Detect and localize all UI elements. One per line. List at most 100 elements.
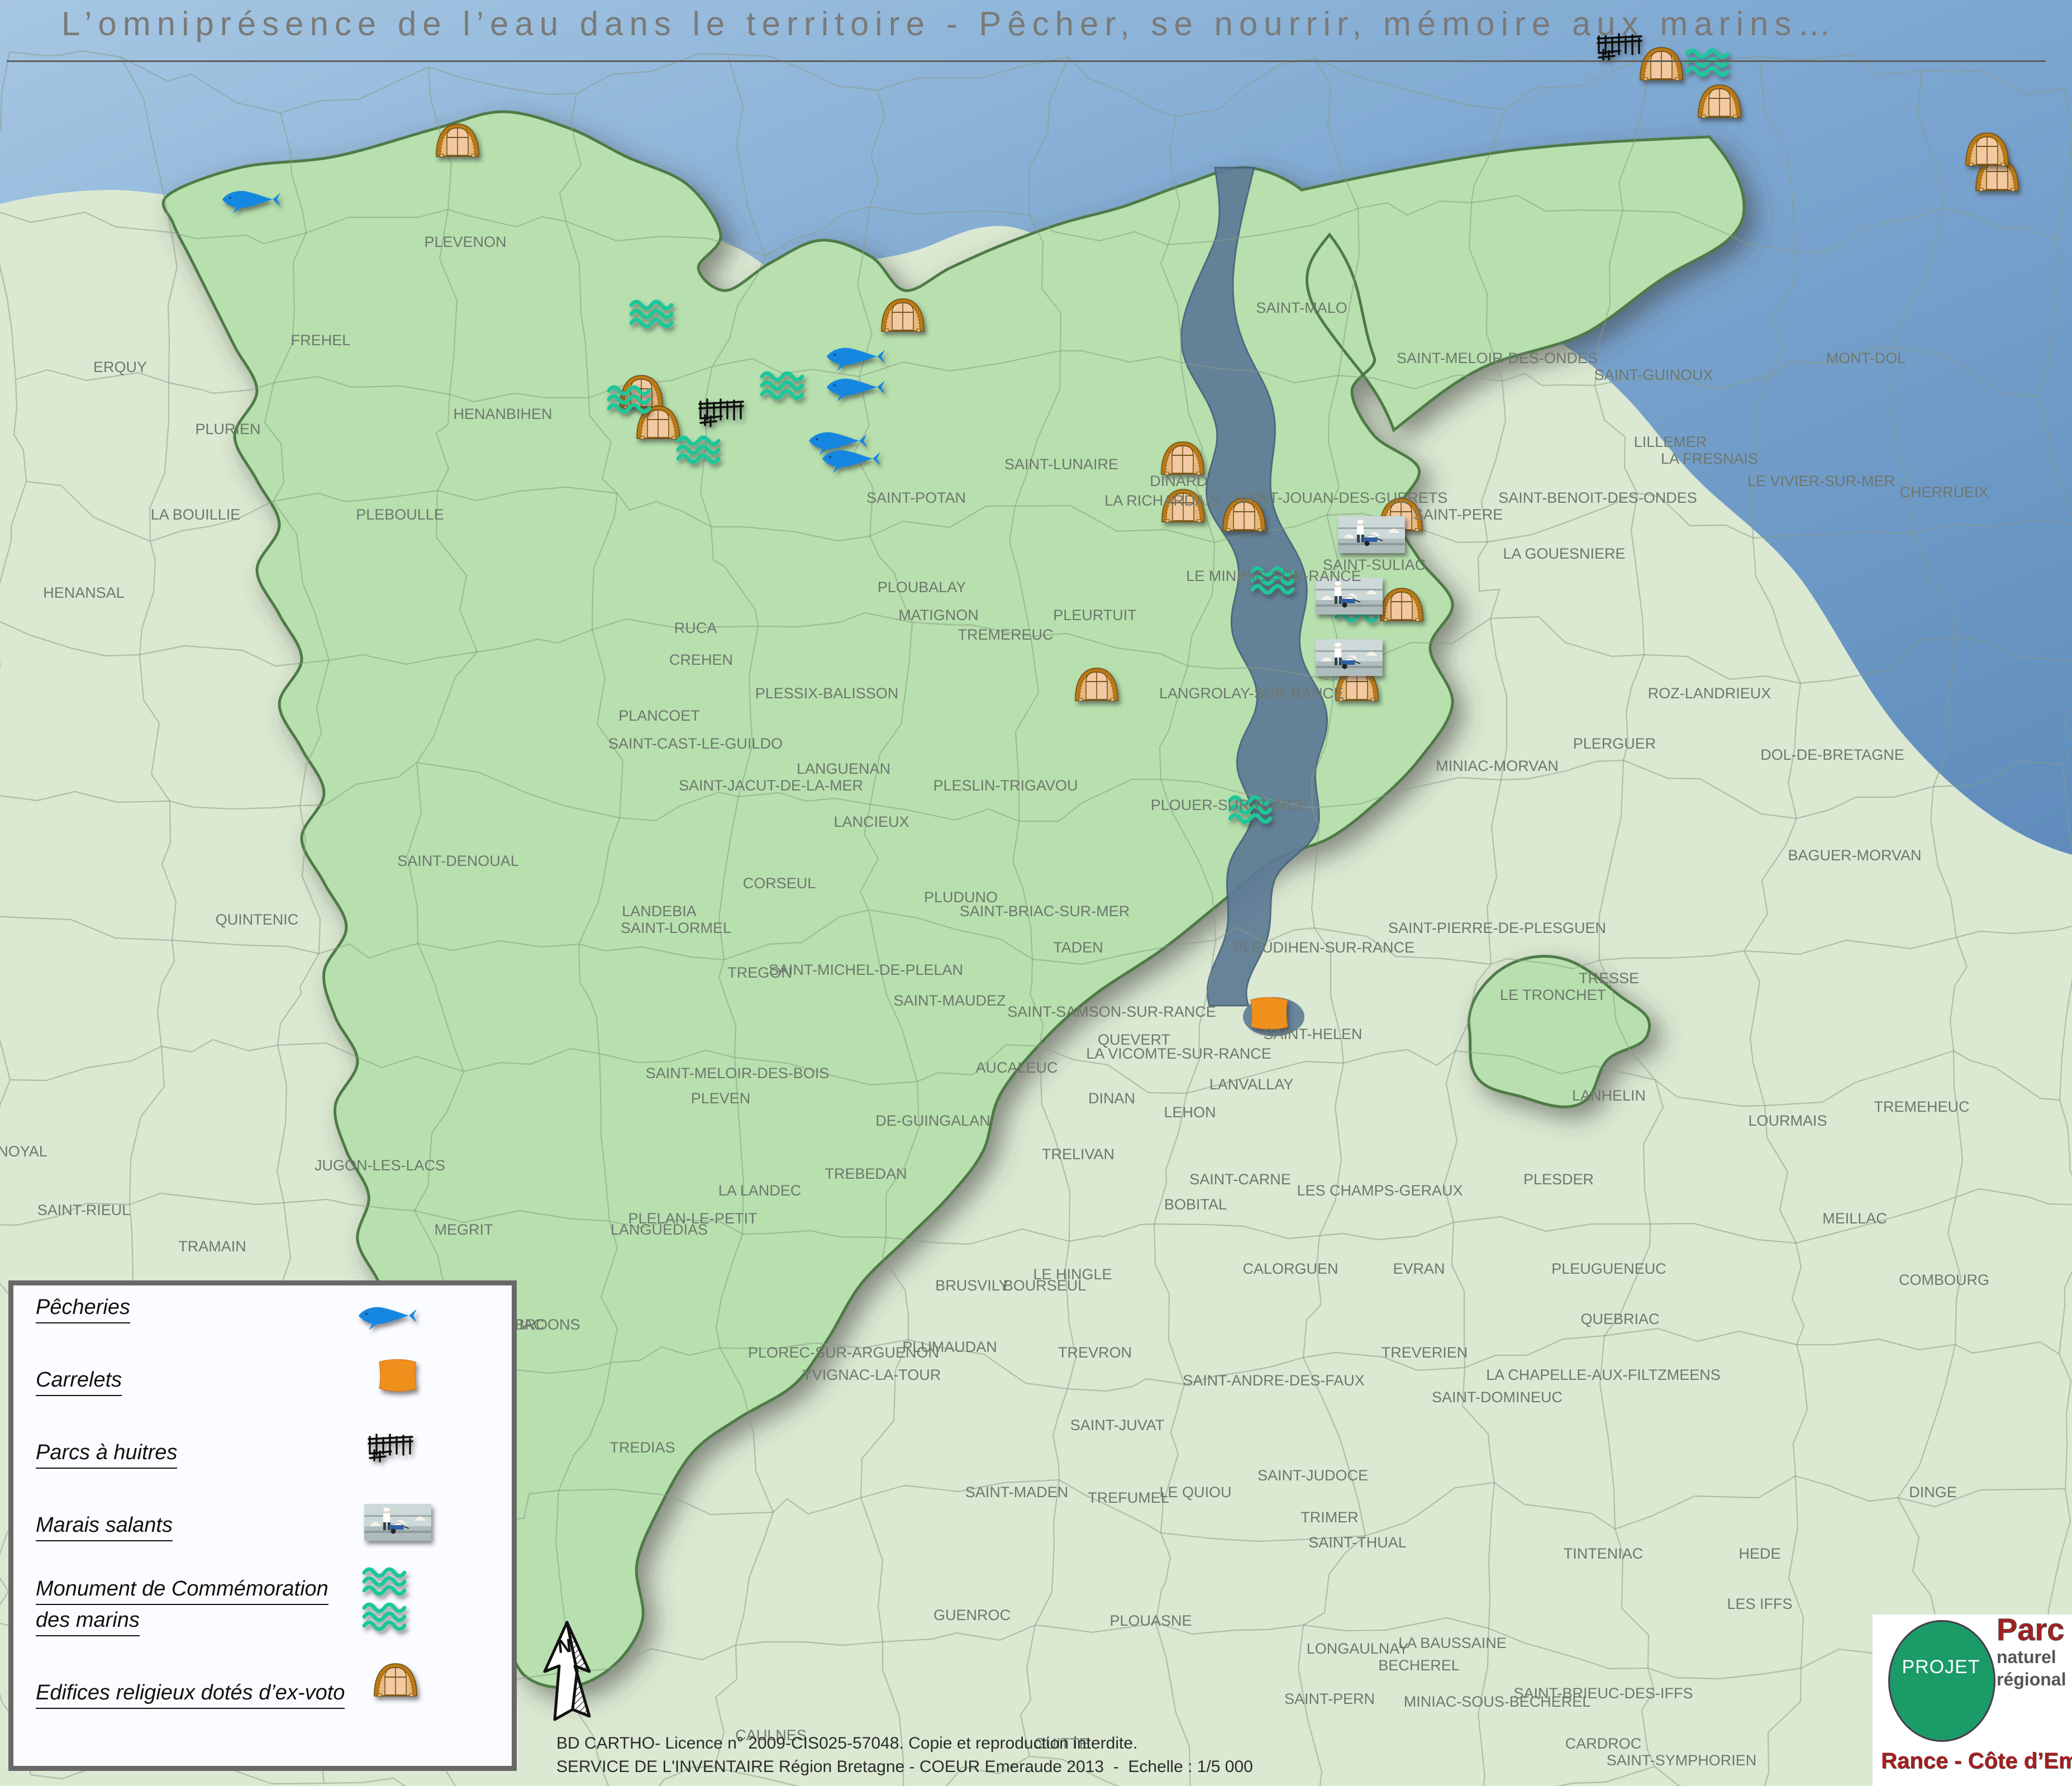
svg-text:BRUSVILY: BRUSVILY [935, 1277, 1009, 1294]
svg-text:RUCA: RUCA [674, 620, 717, 636]
svg-text:SAINT-HELEN: SAINT-HELEN [1263, 1026, 1362, 1042]
svg-text:LE HINGLE: LE HINGLE [1033, 1266, 1112, 1283]
svg-text:TADEN: TADEN [1053, 939, 1103, 956]
svg-text:GUENROC: GUENROC [933, 1607, 1011, 1623]
svg-text:SAINT-SAMSON-SUR-RANCE: SAINT-SAMSON-SUR-RANCE [1007, 1003, 1216, 1020]
svg-text:AUCALEUC: AUCALEUC [975, 1059, 1058, 1076]
svg-text:BECHEREL: BECHEREL [1378, 1657, 1460, 1674]
svg-text:SAINT-JOUAN-DES-GUERETS: SAINT-JOUAN-DES-GUERETS [1234, 489, 1448, 506]
svg-text:PLESDER: PLESDER [1523, 1171, 1594, 1188]
svg-text:LA BOUILLIE: LA BOUILLIE [151, 506, 241, 523]
svg-text:TREDIAS: TREDIAS [609, 1439, 675, 1456]
svg-text:DE-GUINGALAN: DE-GUINGALAN [875, 1112, 990, 1129]
svg-text:BROONS: BROONS [515, 1316, 580, 1333]
svg-text:LA LANDEC: LA LANDEC [718, 1182, 802, 1199]
svg-text:LE MINIHIC-SUR-RANCE: LE MINIHIC-SUR-RANCE [1186, 568, 1361, 584]
svg-text:LANCIEUX: LANCIEUX [833, 813, 909, 830]
svg-text:LA BAUSSAINE: LA BAUSSAINE [1398, 1635, 1507, 1651]
svg-text:PLEURTUIT: PLEURTUIT [1053, 607, 1137, 623]
svg-text:LA CHAPELLE-AUX-FILTZMEENS: LA CHAPELLE-AUX-FILTZMEENS [1486, 1366, 1721, 1383]
svg-text:LANDEBIA: LANDEBIA [622, 903, 697, 920]
svg-text:TRAMAIN: TRAMAIN [178, 1238, 246, 1255]
svg-text:SAINT-LORMEL: SAINT-LORMEL [621, 920, 731, 936]
svg-text:COMBOURG: COMBOURG [1899, 1271, 1989, 1288]
svg-text:LES IFFS: LES IFFS [1727, 1596, 1792, 1612]
svg-text:LILLEMER: LILLEMER [1634, 434, 1707, 450]
svg-text:MONT-DOL: MONT-DOL [1826, 350, 1906, 366]
svg-text:PLEBOULLE: PLEBOULLE [356, 506, 444, 523]
svg-text:LEHON: LEHON [1164, 1104, 1216, 1121]
svg-text:PLURIEN: PLURIEN [195, 421, 260, 437]
svg-text:DINAN: DINAN [1088, 1090, 1135, 1107]
svg-text:DINARD: DINARD [1150, 473, 1208, 489]
svg-text:LA RICHARDAIS: LA RICHARDAIS [1104, 492, 1220, 509]
svg-text:PLOUASNE: PLOUASNE [1109, 1612, 1192, 1629]
svg-text:SAINT-DENOUAL: SAINT-DENOUAL [397, 852, 519, 869]
svg-text:TRIMER: TRIMER [1301, 1509, 1359, 1526]
svg-text:SAINT-RIEUL: SAINT-RIEUL [37, 1202, 131, 1218]
svg-text:SAINT-MICHEL-DE-PLELAN: SAINT-MICHEL-DE-PLELAN [769, 961, 963, 978]
svg-text:TRESSE: TRESSE [1579, 970, 1639, 987]
svg-text:TREVRON: TREVRON [1058, 1344, 1132, 1361]
svg-text:PLESLIN-TRIGAVOU: PLESLIN-TRIGAVOU [933, 777, 1078, 794]
svg-text:QUINTENIC: QUINTENIC [216, 911, 299, 928]
svg-text:DOL-DE-BRETAGNE: DOL-DE-BRETAGNE [1760, 746, 1904, 763]
svg-text:CHERRUEIX: CHERRUEIX [1899, 484, 1988, 501]
svg-text:QUEVERT: QUEVERT [1098, 1031, 1170, 1048]
svg-text:LANGROLAY-SUR-RANCE: LANGROLAY-SUR-RANCE [1159, 685, 1344, 702]
svg-text:SAINT-CARNE: SAINT-CARNE [1189, 1171, 1291, 1188]
svg-text:LE VIVIER-SUR-MER: LE VIVIER-SUR-MER [1747, 473, 1895, 489]
svg-text:SAINT-POTAN: SAINT-POTAN [866, 489, 966, 506]
svg-text:TREFUMEL: TREFUMEL [1088, 1489, 1169, 1506]
svg-text:CALORGUEN: CALORGUEN [1242, 1260, 1338, 1277]
svg-text:JUGON-LES-LACS: JUGON-LES-LACS [315, 1157, 445, 1174]
svg-text:PLELAN-LE-PETIT: PLELAN-LE-PETIT [628, 1210, 757, 1227]
svg-text:PLOUBALAY: PLOUBALAY [878, 579, 966, 596]
svg-text:TREVERIEN: TREVERIEN [1382, 1344, 1468, 1361]
svg-text:LE QUIOU: LE QUIOU [1159, 1484, 1231, 1501]
svg-text:PLANCOET: PLANCOET [618, 707, 700, 724]
svg-text:CORSEUL: CORSEUL [743, 875, 816, 892]
svg-text:SAINT-SYMPHORIEN: SAINT-SYMPHORIEN [1607, 1752, 1757, 1769]
svg-text:SAINT-JACUT-DE-LA-MER: SAINT-JACUT-DE-LA-MER [679, 777, 863, 794]
svg-text:EVRAN: EVRAN [1393, 1260, 1445, 1277]
svg-text:SAINT-LUNAIRE: SAINT-LUNAIRE [1004, 456, 1118, 473]
svg-text:PLERGUER: PLERGUER [1573, 735, 1656, 752]
svg-text:CARDROC: CARDROC [1565, 1735, 1642, 1752]
svg-text:SAINT-PERN: SAINT-PERN [1284, 1690, 1375, 1707]
svg-text:LA GOUESNIERE: LA GOUESNIERE [1503, 545, 1625, 562]
svg-text:LANHELIN: LANHELIN [1572, 1087, 1646, 1104]
svg-text:SAINT-DOMINEUC: SAINT-DOMINEUC [1432, 1389, 1563, 1406]
svg-text:HENANBIHEN: HENANBIHEN [453, 406, 552, 422]
svg-text:TRELIVAN: TRELIVAN [1042, 1146, 1114, 1163]
svg-text:LE TRONCHET: LE TRONCHET [1500, 987, 1606, 1003]
svg-text:PLEUDIHEN-SUR-RANCE: PLEUDIHEN-SUR-RANCE [1233, 939, 1414, 956]
svg-text:ERQUY: ERQUY [93, 359, 147, 375]
svg-text:LONGAULNAY: LONGAULNAY [1307, 1640, 1409, 1657]
svg-text:SAINT-JUDOCE: SAINT-JUDOCE [1258, 1467, 1368, 1484]
svg-text:FREHEL: FREHEL [291, 332, 351, 349]
svg-text:PLEVEN: PLEVEN [691, 1090, 751, 1107]
svg-text:MINIAC-MORVAN: MINIAC-MORVAN [1436, 758, 1559, 774]
svg-text:MATIGNON: MATIGNON [898, 607, 979, 623]
svg-text:LANGUENAN: LANGUENAN [797, 760, 890, 777]
svg-text:DINGE: DINGE [1909, 1484, 1957, 1501]
svg-text:SAINT-BENOIT-DES-ONDES: SAINT-BENOIT-DES-ONDES [1498, 489, 1697, 506]
svg-text:HEDE: HEDE [1738, 1545, 1780, 1562]
svg-text:LA FRESNAIS: LA FRESNAIS [1661, 450, 1758, 467]
svg-text:PLOUER-SUR-RANCE: PLOUER-SUR-RANCE [1151, 797, 1308, 813]
svg-text:CREHEN: CREHEN [669, 651, 733, 668]
svg-text:PLEUGUENEUC: PLEUGUENEUC [1551, 1260, 1666, 1277]
svg-text:MEGRIT: MEGRIT [435, 1221, 493, 1238]
svg-text:SAINT-MAUDEZ: SAINT-MAUDEZ [893, 992, 1006, 1009]
svg-text:SAINT-MELOIR-DES-ONDES: SAINT-MELOIR-DES-ONDES [1397, 350, 1598, 366]
svg-text:SAINT-MELOIR-DES-BOIS: SAINT-MELOIR-DES-BOIS [646, 1065, 830, 1082]
svg-text:SAINT-THUAL: SAINT-THUAL [1308, 1534, 1407, 1551]
svg-text:PLUMAUDAN: PLUMAUDAN [902, 1339, 997, 1355]
svg-text:MEILLAC: MEILLAC [1822, 1210, 1887, 1227]
svg-text:PLEVENON: PLEVENON [424, 234, 506, 250]
svg-text:SAINT-MALO: SAINT-MALO [1256, 299, 1347, 316]
svg-text:NOYAL: NOYAL [0, 1143, 47, 1160]
svg-text:SAINT-BRIEUC-DES-IFFS: SAINT-BRIEUC-DES-IFFS [1513, 1685, 1693, 1702]
svg-text:LANVALLAY: LANVALLAY [1209, 1076, 1294, 1093]
